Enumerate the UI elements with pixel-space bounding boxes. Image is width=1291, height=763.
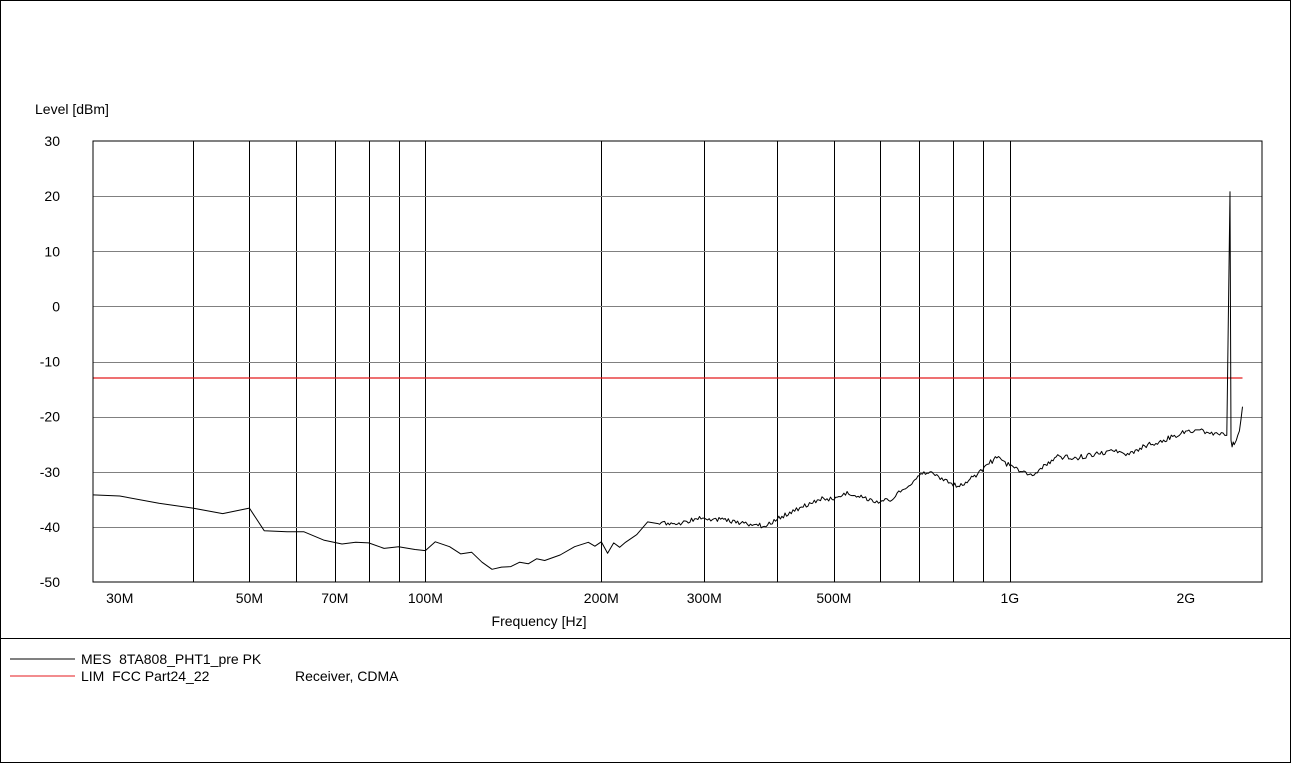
- x-tick-label: 30M: [106, 590, 133, 606]
- x-tick-label: 100M: [408, 590, 443, 606]
- y-tick-label: 20: [44, 188, 60, 204]
- measurement-trace: [92, 191, 1243, 570]
- y-tick-label: -30: [40, 464, 60, 480]
- x-tick-label: 1G: [1001, 590, 1020, 606]
- x-axis-label: Frequency [Hz]: [492, 613, 587, 629]
- x-tick-label: 200M: [584, 590, 619, 606]
- y-tick-label: -40: [40, 519, 60, 535]
- x-tick-labels: 30M 50M 70M 100M 200M 300M 500M 1G 2G: [106, 590, 1195, 606]
- y-tick-label: 0: [52, 298, 60, 314]
- y-tick-label: -50: [40, 574, 60, 590]
- plot-area-border: [92, 140, 1263, 583]
- y-tick-label: 10: [44, 243, 60, 259]
- y-axis-label: Level [dBm]: [35, 101, 109, 117]
- data-series: [92, 191, 1243, 570]
- legend-note-lim: Receiver, CDMA: [295, 668, 399, 684]
- y-tick-label: -10: [40, 354, 60, 370]
- x-tick-label: 70M: [321, 590, 348, 606]
- legend-label-mes: MES 8TA808_PHT1_pre PK: [81, 651, 262, 667]
- x-tick-label: 500M: [816, 590, 851, 606]
- legend-label-lim: LIM FCC Part24_22: [81, 668, 210, 684]
- y-tick-labels: 30 20 10 0 -10 -20 -30 -40 -50: [40, 133, 60, 590]
- x-tick-label: 300M: [687, 590, 722, 606]
- y-tick-label: 30: [44, 133, 60, 149]
- y-tick-label: -20: [40, 409, 60, 425]
- x-tick-label: 50M: [236, 590, 263, 606]
- x-tick-label: 2G: [1176, 590, 1195, 606]
- legend: MES 8TA808_PHT1_pre PK LIM FCC Part24_22…: [10, 651, 399, 684]
